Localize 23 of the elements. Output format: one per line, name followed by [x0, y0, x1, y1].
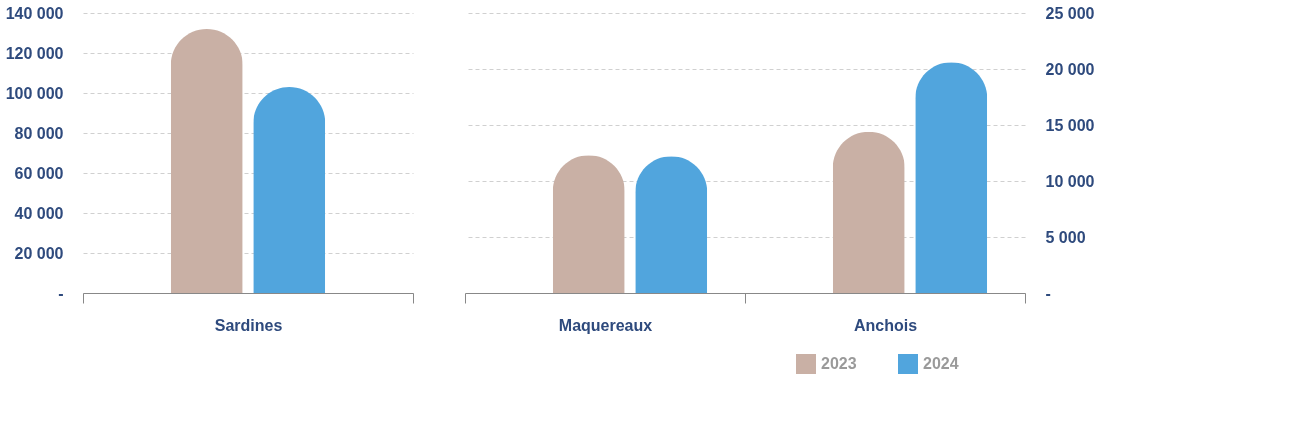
legend-label: 2024 — [923, 355, 959, 372]
y-tick-label: 20 000 — [14, 244, 64, 262]
y-tick-label: 80 000 — [14, 124, 64, 142]
y-tick-label: 60 000 — [14, 164, 64, 182]
x-tick-label: Anchois — [853, 316, 918, 334]
y-tick-label: - — [58, 284, 64, 302]
y2-tick-label: 25 000 — [1045, 4, 1095, 22]
bar — [635, 156, 708, 293]
y2-tick-label: 5 000 — [1045, 228, 1086, 246]
x-tick-label: Maquereaux — [558, 316, 653, 334]
y2-tick-label: 10 000 — [1045, 172, 1095, 190]
x-tick-label: Sardines — [214, 316, 283, 334]
y-tick-label: 120 000 — [5, 44, 64, 62]
bar — [552, 155, 625, 293]
y2-tick-label: 15 000 — [1045, 116, 1095, 134]
bar — [915, 62, 988, 293]
y-tick-label: 40 000 — [14, 204, 64, 222]
legend-label: 2023 — [821, 355, 857, 372]
y-tick-label: 100 000 — [5, 84, 64, 102]
y2-tick-label: 20 000 — [1045, 60, 1095, 78]
y2-tick-label: - — [1045, 284, 1051, 302]
y-tick-label: 140 000 — [5, 4, 64, 22]
bar — [832, 131, 905, 293]
